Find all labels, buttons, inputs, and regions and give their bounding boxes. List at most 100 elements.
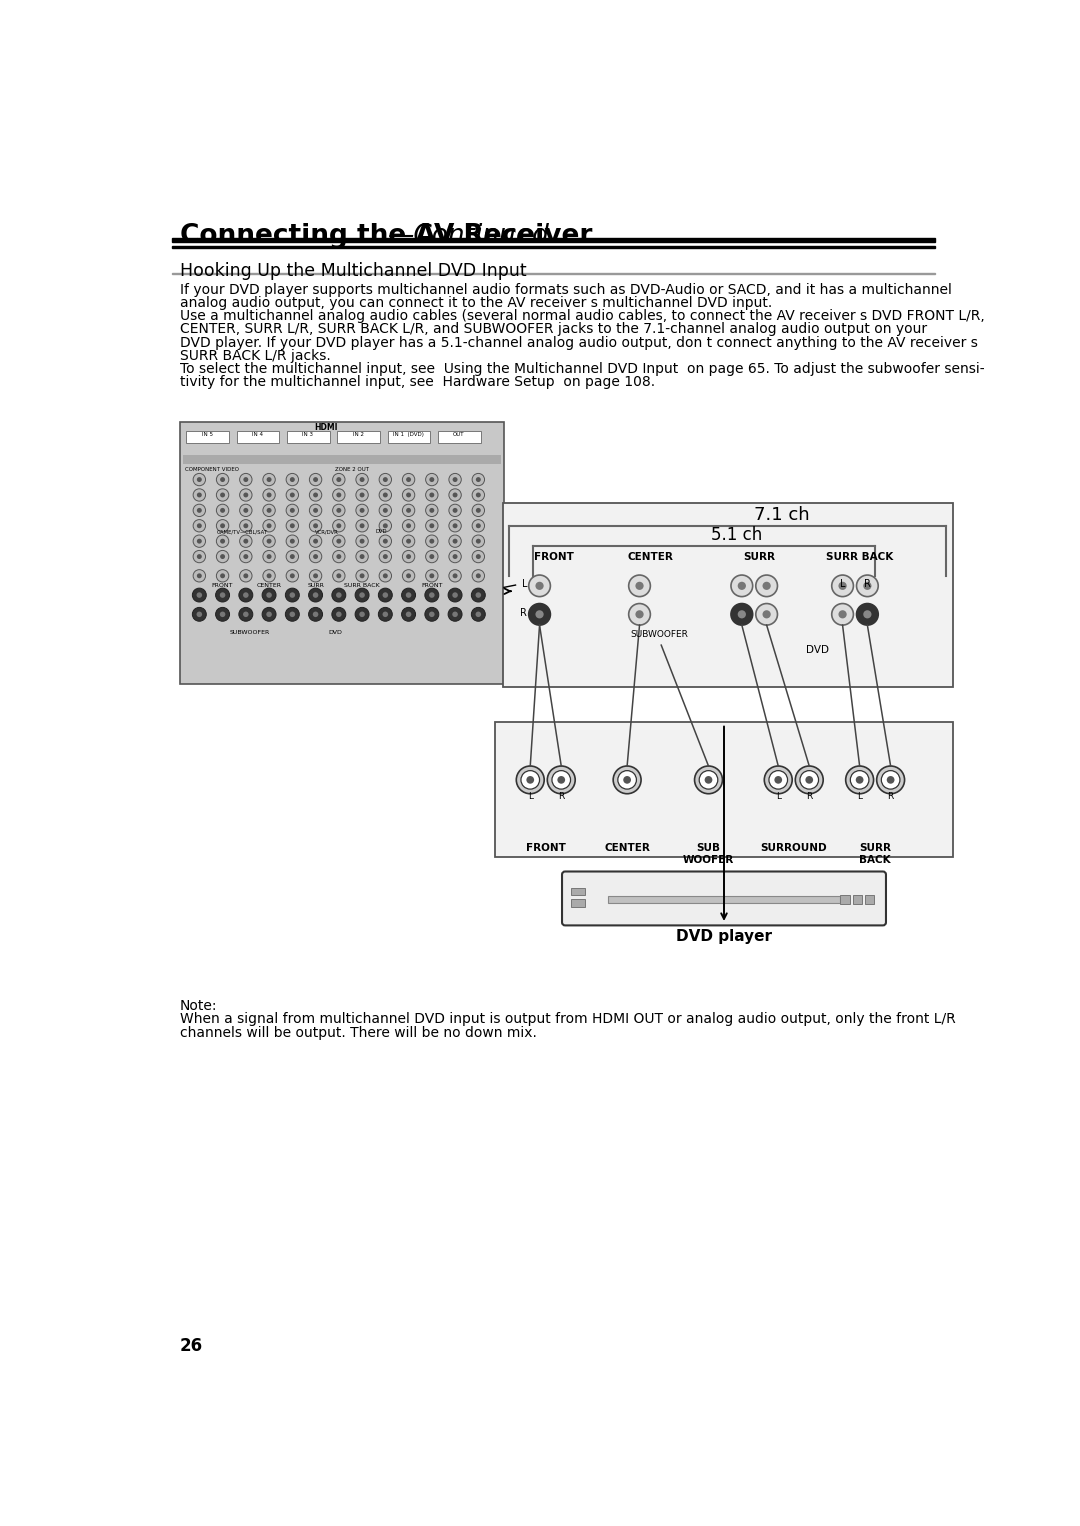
Circle shape bbox=[243, 574, 248, 578]
Circle shape bbox=[193, 488, 205, 501]
Circle shape bbox=[449, 520, 461, 533]
Text: R: R bbox=[806, 792, 812, 801]
Circle shape bbox=[635, 610, 644, 618]
Bar bbox=[608, 896, 840, 903]
Text: When a signal from multichannel DVD input is output from HDMI OUT or analog audi: When a signal from multichannel DVD inpu… bbox=[180, 1012, 956, 1027]
Circle shape bbox=[430, 478, 434, 482]
Circle shape bbox=[333, 551, 345, 563]
Circle shape bbox=[356, 520, 368, 533]
Circle shape bbox=[197, 478, 202, 482]
Circle shape bbox=[476, 508, 481, 513]
Circle shape bbox=[262, 569, 275, 581]
Text: Use a multichannel analog audio cables (several normal audio cables, to connect : Use a multichannel analog audio cables (… bbox=[180, 310, 985, 324]
Text: CENTER: CENTER bbox=[627, 552, 673, 562]
Circle shape bbox=[336, 554, 341, 559]
Text: L: L bbox=[528, 792, 532, 801]
Circle shape bbox=[262, 536, 275, 548]
Circle shape bbox=[379, 504, 392, 516]
Text: L: L bbox=[775, 792, 781, 801]
Circle shape bbox=[406, 574, 411, 578]
Circle shape bbox=[704, 777, 713, 784]
Circle shape bbox=[476, 478, 481, 482]
Circle shape bbox=[240, 473, 252, 485]
Text: SURR
BACK: SURR BACK bbox=[859, 842, 891, 865]
Circle shape bbox=[756, 604, 778, 626]
Circle shape bbox=[382, 592, 388, 598]
Circle shape bbox=[403, 504, 415, 516]
Circle shape bbox=[406, 612, 411, 617]
Circle shape bbox=[336, 539, 341, 543]
Text: HDMI: HDMI bbox=[314, 423, 337, 432]
Circle shape bbox=[262, 588, 276, 601]
Circle shape bbox=[856, 604, 878, 626]
Circle shape bbox=[756, 575, 778, 597]
Circle shape bbox=[289, 478, 295, 482]
Circle shape bbox=[197, 539, 202, 543]
Text: SURR BACK L/R jacks.: SURR BACK L/R jacks. bbox=[180, 348, 330, 363]
Circle shape bbox=[426, 504, 438, 516]
Text: DVD: DVD bbox=[376, 530, 388, 534]
Text: CENTER: CENTER bbox=[257, 583, 282, 589]
Circle shape bbox=[476, 574, 481, 578]
Circle shape bbox=[379, 551, 392, 563]
Bar bbox=[438, 430, 481, 444]
Text: CENTER, SURR L/R, SURR BACK L/R, and SUBWOOFER jacks to the 7.1-channel analog a: CENTER, SURR L/R, SURR BACK L/R, and SUB… bbox=[180, 322, 927, 337]
Circle shape bbox=[313, 539, 318, 543]
Text: analog audio output, you can connect it to the AV receiver s multichannel DVD in: analog audio output, you can connect it … bbox=[180, 296, 772, 310]
Circle shape bbox=[355, 588, 369, 601]
Circle shape bbox=[838, 610, 847, 618]
Circle shape bbox=[309, 588, 323, 601]
Bar bbox=[865, 894, 875, 903]
Circle shape bbox=[197, 574, 202, 578]
Circle shape bbox=[379, 473, 392, 485]
Circle shape bbox=[402, 588, 416, 601]
Circle shape bbox=[403, 536, 415, 548]
Circle shape bbox=[285, 588, 299, 601]
Bar bbox=[840, 894, 850, 903]
Circle shape bbox=[426, 536, 438, 548]
Circle shape bbox=[216, 520, 229, 533]
Circle shape bbox=[243, 508, 248, 513]
Circle shape bbox=[453, 554, 458, 559]
Circle shape bbox=[426, 473, 438, 485]
Circle shape bbox=[453, 612, 458, 617]
Circle shape bbox=[382, 523, 388, 528]
Circle shape bbox=[881, 771, 900, 789]
Circle shape bbox=[424, 607, 438, 621]
Text: SUBWOOFER: SUBWOOFER bbox=[631, 630, 689, 639]
Circle shape bbox=[426, 488, 438, 501]
Circle shape bbox=[289, 508, 295, 513]
Circle shape bbox=[193, 473, 205, 485]
Text: IN 3: IN 3 bbox=[302, 432, 313, 438]
Circle shape bbox=[313, 478, 318, 482]
Circle shape bbox=[332, 607, 346, 621]
Text: IN 2: IN 2 bbox=[353, 432, 364, 438]
Circle shape bbox=[406, 478, 411, 482]
Bar bbox=[186, 430, 229, 444]
Circle shape bbox=[239, 588, 253, 601]
Text: OUT: OUT bbox=[454, 432, 464, 438]
Circle shape bbox=[855, 777, 864, 784]
Circle shape bbox=[356, 551, 368, 563]
Circle shape bbox=[448, 607, 462, 621]
Circle shape bbox=[220, 539, 225, 543]
Circle shape bbox=[731, 604, 753, 626]
Text: L: L bbox=[858, 792, 862, 801]
Circle shape bbox=[453, 574, 458, 578]
Circle shape bbox=[286, 504, 298, 516]
Circle shape bbox=[449, 473, 461, 485]
Circle shape bbox=[216, 588, 230, 601]
Circle shape bbox=[309, 536, 322, 548]
Circle shape bbox=[552, 771, 570, 789]
Text: 5.1 ch: 5.1 ch bbox=[712, 525, 762, 543]
Circle shape bbox=[762, 610, 771, 618]
Circle shape bbox=[378, 588, 392, 601]
Text: FRONT: FRONT bbox=[421, 583, 443, 589]
Circle shape bbox=[406, 592, 411, 598]
Circle shape bbox=[856, 575, 878, 597]
Circle shape bbox=[429, 592, 434, 598]
Circle shape bbox=[336, 574, 341, 578]
Circle shape bbox=[426, 520, 438, 533]
Circle shape bbox=[379, 520, 392, 533]
Circle shape bbox=[262, 520, 275, 533]
